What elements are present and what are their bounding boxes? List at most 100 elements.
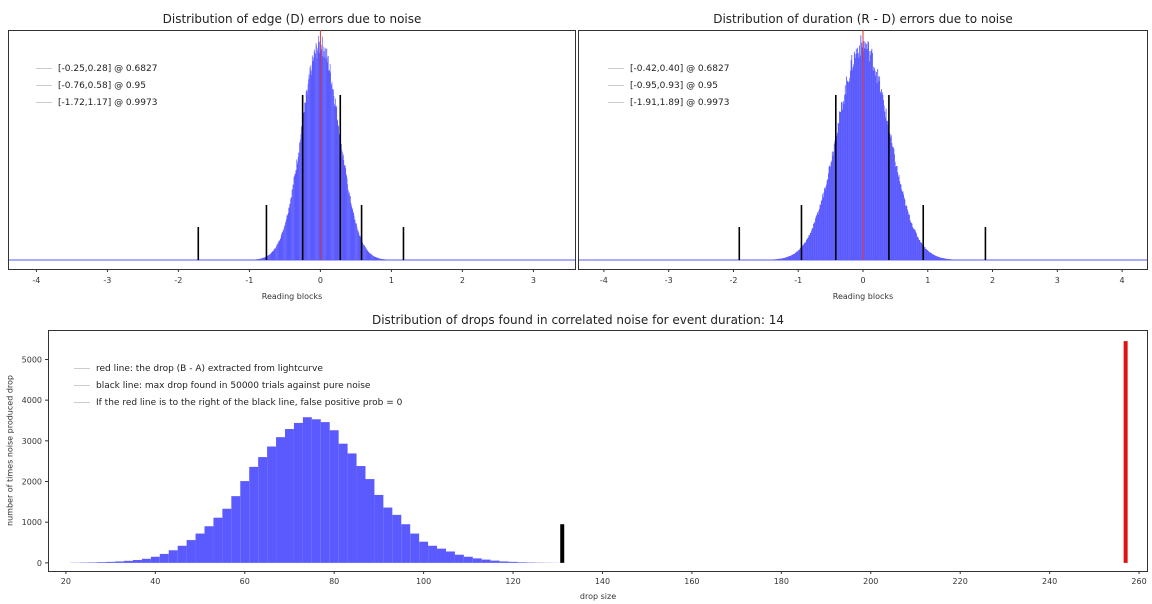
histogram-bar [898, 175, 900, 260]
histogram-bar [259, 258, 261, 260]
histogram-bar [294, 176, 295, 260]
bar [177, 545, 187, 563]
histogram-bar [356, 226, 358, 260]
bar [481, 559, 491, 563]
histogram-bar [855, 48, 857, 260]
bar [204, 526, 214, 563]
histogram-bar [928, 251, 930, 260]
histogram-bar [849, 77, 851, 260]
histogram-bar [368, 252, 370, 260]
histogram-bar [308, 74, 310, 260]
histogram-bar [785, 257, 787, 260]
histogram-bar [278, 242, 279, 260]
x-tick-label: 260 [1131, 577, 1146, 586]
bar [213, 517, 223, 563]
histogram-bar [375, 257, 377, 260]
histogram-bar [312, 57, 314, 261]
histogram-bar [875, 75, 877, 260]
histogram-bar [809, 235, 811, 260]
histogram-bar [367, 251, 369, 260]
histogram-bar [850, 60, 852, 260]
x-tick-label: -4 [600, 276, 608, 285]
histogram-bar [780, 258, 781, 260]
histogram-bar [874, 68, 875, 260]
histogram-bar [290, 197, 292, 260]
bar [240, 481, 250, 563]
histogram-bar [890, 135, 892, 260]
histogram-bar [775, 259, 777, 260]
histogram-bar [300, 139, 301, 260]
x-tick-label: 3 [531, 276, 536, 285]
histogram-bar [345, 176, 347, 260]
histogram-bar [297, 161, 299, 260]
histogram-bar [846, 76, 848, 260]
histogram-bar [868, 42, 870, 261]
legend-item: [-1.72,1.17] @ 0.9973 [36, 94, 157, 111]
histogram-bar [379, 258, 380, 260]
histogram-bar [787, 256, 789, 260]
histogram-bar [372, 255, 373, 260]
histogram-bar [804, 242, 806, 260]
histogram-bar [861, 42, 862, 260]
histogram-bar [299, 143, 300, 260]
histogram-bar [255, 259, 257, 260]
histogram-bar [292, 189, 293, 260]
histogram-bar [926, 250, 928, 260]
x-tick-label: 120 [505, 577, 520, 586]
histogram-bar [932, 254, 934, 260]
bar [168, 550, 178, 563]
histogram-bar [910, 222, 912, 260]
histogram-bar [799, 248, 801, 260]
histogram-bar [905, 205, 906, 260]
histogram-bar [298, 152, 300, 260]
histogram-bar [320, 44, 322, 261]
bar [392, 514, 402, 563]
histogram-bar [279, 239, 281, 260]
legend-item: [-0.42,0.40] @ 0.6827 [608, 60, 729, 77]
x-tick-label: 0 [318, 276, 323, 285]
histogram-bar [314, 53, 316, 261]
histogram-bar [829, 165, 831, 260]
histogram-bar [382, 259, 384, 260]
histogram-bar [376, 257, 378, 260]
legend-item: [-0.95,0.93] @ 0.95 [608, 77, 729, 94]
histogram-bar [363, 244, 364, 260]
histogram-bar [860, 35, 862, 261]
histogram-bar [260, 258, 261, 260]
histogram-bar [851, 69, 853, 260]
histogram-bar [869, 51, 871, 261]
histogram-bar [940, 257, 941, 260]
histogram-bar [316, 45, 317, 261]
histogram-bar [774, 259, 776, 260]
histogram-bar [827, 179, 829, 260]
histogram-bar [281, 232, 283, 260]
histogram-bar [909, 219, 911, 260]
histogram-bar [789, 255, 791, 260]
histogram-bar [773, 259, 775, 260]
histogram-bar [272, 250, 274, 260]
histogram-bar [872, 53, 873, 260]
histogram-bar [899, 181, 901, 260]
histogram-bar [277, 242, 279, 260]
histogram-bar [913, 229, 915, 260]
histogram-bar [931, 253, 933, 260]
histogram-bar [844, 95, 846, 261]
histogram-bar [356, 223, 357, 260]
histogram-bar [343, 160, 345, 260]
histogram-bar [341, 143, 342, 260]
histogram-bar [274, 248, 276, 260]
histogram-bar [949, 259, 951, 260]
chart-title-edge: Distribution of edge (D) errors due to n… [162, 12, 422, 26]
histogram-bar [326, 59, 327, 260]
histogram-bar [878, 81, 880, 260]
histogram-bar [877, 76, 879, 260]
histogram-bar [384, 259, 386, 260]
histogram-bar [791, 255, 792, 260]
histogram-bar [334, 103, 335, 260]
histogram-bar [817, 212, 818, 260]
histogram-bar [312, 61, 314, 261]
histogram-bar [262, 257, 264, 260]
histogram-bar [949, 259, 950, 260]
histogram-bar [810, 232, 812, 260]
histogram-bar [326, 48, 328, 260]
